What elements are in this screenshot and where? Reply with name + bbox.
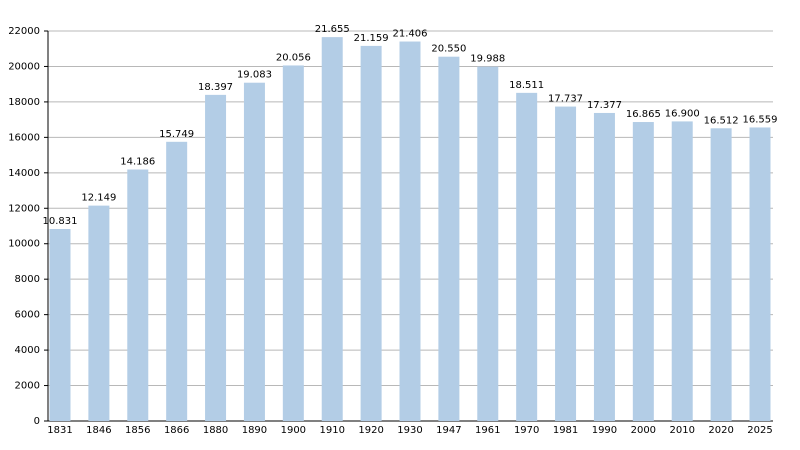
y-tick-label: 14000 <box>8 168 40 179</box>
bar <box>282 65 304 421</box>
x-tick-label: 1890 <box>242 425 267 436</box>
x-tick-label: 1981 <box>553 425 578 436</box>
value-label: 17.377 <box>587 100 622 111</box>
value-label: 17.737 <box>548 94 583 105</box>
x-tick-label: 1920 <box>358 425 383 436</box>
y-tick-label: 18000 <box>8 97 40 108</box>
bar <box>710 128 732 421</box>
x-tick-label: 1910 <box>319 425 344 436</box>
y-tick-label: 8000 <box>15 274 40 285</box>
value-label: 20.550 <box>431 44 466 55</box>
bar <box>671 121 693 421</box>
bar <box>749 127 771 421</box>
x-tick-label: 2000 <box>631 425 656 436</box>
bar <box>593 112 615 421</box>
value-label: 18.511 <box>509 80 544 91</box>
bar <box>632 122 654 422</box>
y-tick-label: 22000 <box>8 26 40 37</box>
x-tick-label: 2020 <box>708 425 733 436</box>
y-tick-label: 16000 <box>8 132 40 143</box>
bar <box>438 56 460 422</box>
value-label: 21.406 <box>393 29 428 40</box>
y-tick-label: 12000 <box>8 203 40 214</box>
bar <box>166 141 188 422</box>
bar <box>49 228 71 421</box>
bar <box>321 37 343 422</box>
bar <box>243 82 265 422</box>
bar <box>555 106 577 422</box>
y-tick-label: 2000 <box>15 381 40 392</box>
value-label: 16.900 <box>665 108 700 119</box>
x-tick-label: 1947 <box>436 425 461 436</box>
y-tick-label: 20000 <box>8 61 40 72</box>
x-tick-label: 1866 <box>164 425 189 436</box>
value-label: 21.655 <box>315 24 350 35</box>
x-tick-label: 1831 <box>47 425 72 436</box>
x-tick-label: 1900 <box>281 425 306 436</box>
value-label: 19.988 <box>470 54 505 65</box>
x-tick-label: 2025 <box>747 425 772 436</box>
bar <box>399 41 421 421</box>
value-label: 12.149 <box>81 193 116 204</box>
value-label: 21.159 <box>354 33 389 44</box>
x-tick-label: 1961 <box>475 425 500 436</box>
y-tick-label: 4000 <box>15 345 40 356</box>
bar <box>127 169 149 421</box>
y-tick-label: 6000 <box>15 310 40 321</box>
x-tick-label: 1930 <box>397 425 422 436</box>
x-tick-label: 1880 <box>203 425 228 436</box>
x-tick-label: 1846 <box>86 425 111 436</box>
x-tick-label: 1856 <box>125 425 150 436</box>
value-label: 19.083 <box>237 70 272 81</box>
y-tick-label: 10000 <box>8 239 40 250</box>
value-label: 16.559 <box>743 114 778 125</box>
bar <box>205 94 227 421</box>
value-label: 14.186 <box>120 157 155 168</box>
value-label: 20.056 <box>276 52 311 63</box>
x-tick-label: 2010 <box>669 425 694 436</box>
value-label: 10.831 <box>43 216 78 227</box>
bar <box>88 205 110 421</box>
y-tick-label: 0 <box>34 416 40 427</box>
value-label: 16.865 <box>626 109 661 120</box>
bar <box>477 66 499 422</box>
x-tick-label: 1990 <box>592 425 617 436</box>
value-label: 16.512 <box>704 115 739 126</box>
bar <box>516 92 538 421</box>
value-label: 15.749 <box>159 129 194 140</box>
value-label: 18.397 <box>198 82 233 93</box>
x-tick-label: 1970 <box>514 425 539 436</box>
bar <box>360 45 382 422</box>
